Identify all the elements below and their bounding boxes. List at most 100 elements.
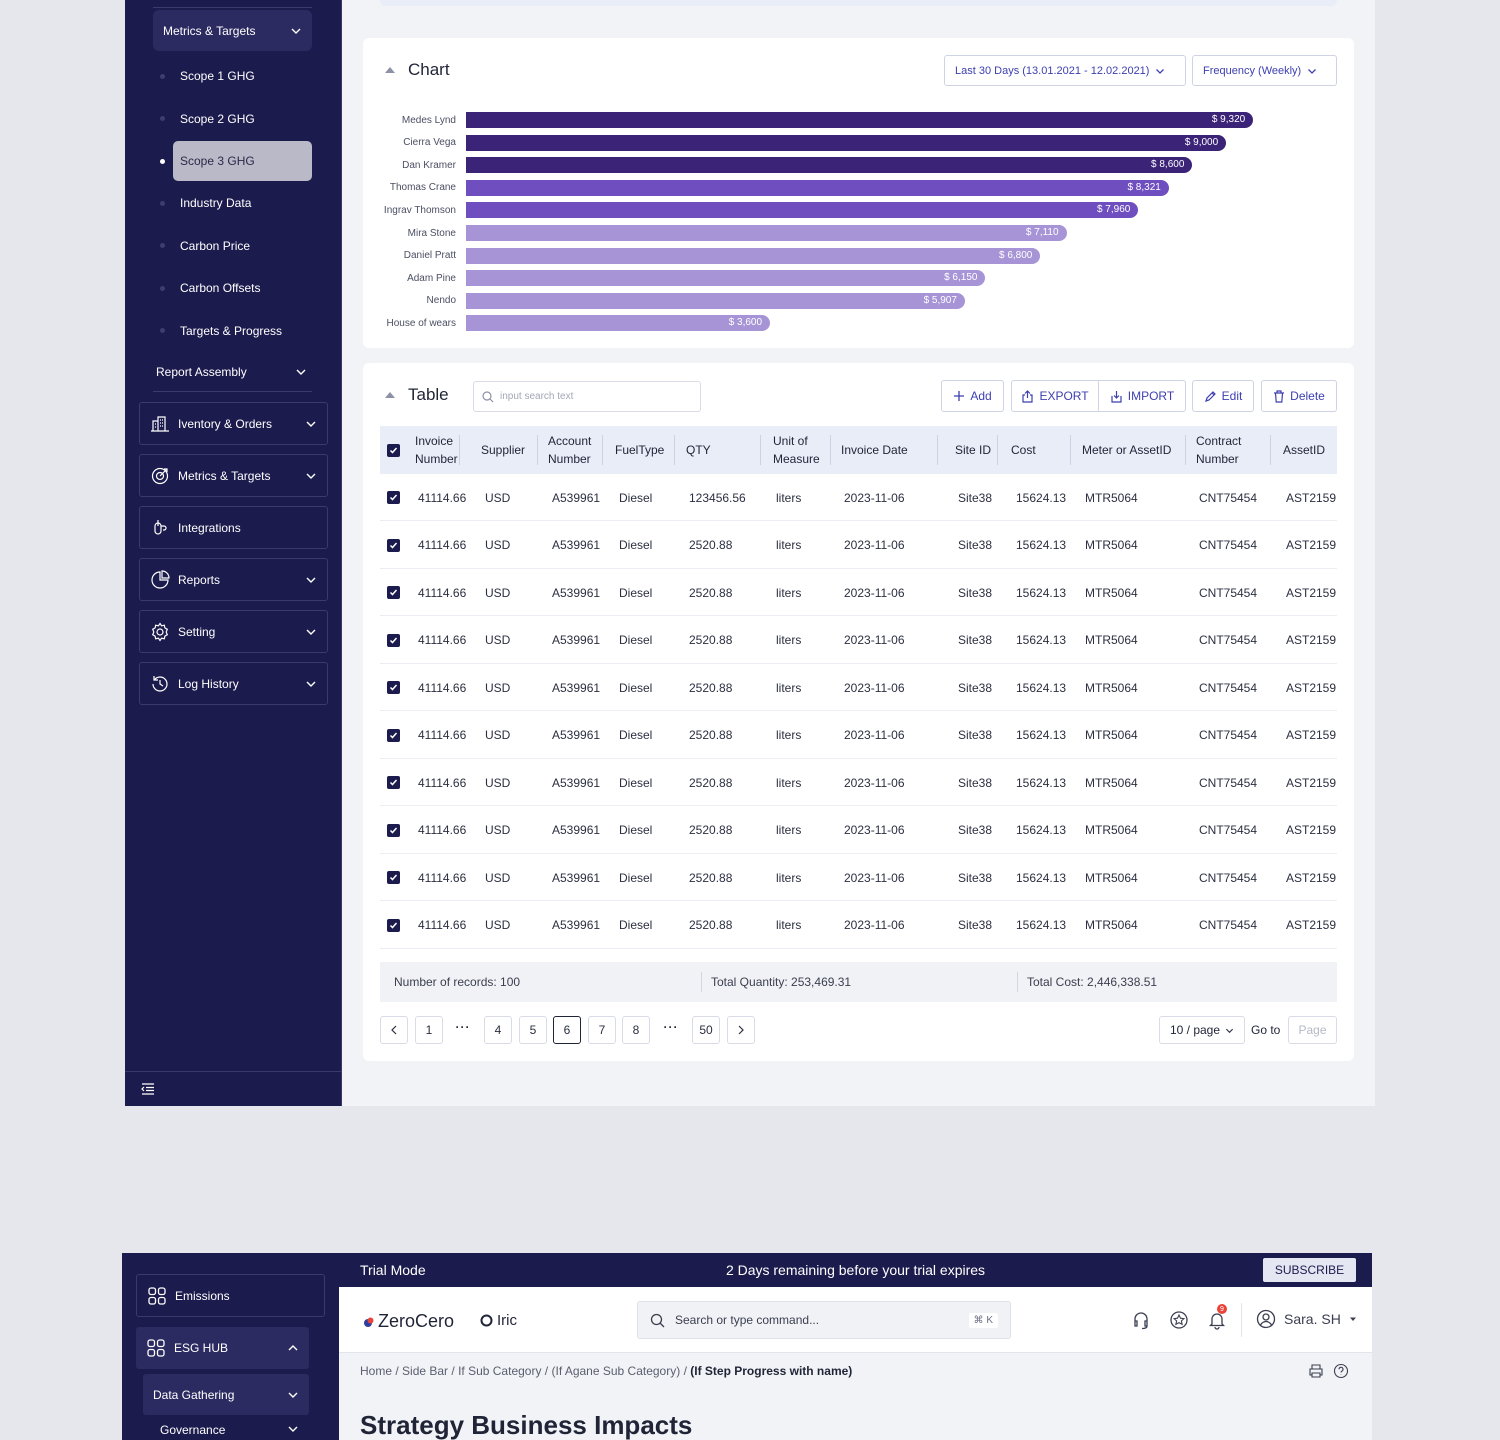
column-header[interactable]: Unit of Measure xyxy=(773,426,820,474)
bar[interactable]: $ 3,600 xyxy=(466,315,771,332)
column-header[interactable]: QTY xyxy=(686,426,711,474)
row-checkbox[interactable] xyxy=(387,664,400,711)
bar[interactable]: $ 9,000 xyxy=(466,134,1227,151)
column-header[interactable]: Supplier xyxy=(481,426,525,474)
page-button[interactable]: 50 xyxy=(692,1016,720,1044)
edit-button[interactable]: Edit xyxy=(1192,380,1254,412)
column-header[interactable]: Account Number xyxy=(548,426,591,474)
table-row[interactable]: 41114.66 USD A539961 Diesel 2520.88 liters 202… xyxy=(380,522,1337,569)
page-button[interactable]: 8 xyxy=(622,1016,650,1044)
breadcrumb-link[interactable]: If Sub Category xyxy=(458,1364,542,1378)
bar[interactable]: $ 5,907 xyxy=(466,292,965,309)
row-checkbox[interactable] xyxy=(387,712,400,759)
sidebar-item-emissions[interactable]: Emissions xyxy=(136,1274,325,1317)
next-page-button[interactable] xyxy=(727,1016,755,1044)
page-button[interactable]: 5 xyxy=(519,1016,547,1044)
metrics-targets-submenu-header[interactable]: Metrics & Targets xyxy=(153,10,312,51)
column-header[interactable]: Site ID xyxy=(955,426,991,474)
table-row[interactable]: 41114.66 USD A539961 Diesel 2520.88 liters 202… xyxy=(380,759,1337,806)
help-icon[interactable] xyxy=(1333,1363,1349,1379)
row-checkbox[interactable] xyxy=(387,569,400,616)
row-checkbox[interactable] xyxy=(387,854,400,901)
column-header[interactable]: FuelType xyxy=(615,426,664,474)
table-row[interactable]: 41114.66 USD A539961 Diesel 2520.88 liters 202… xyxy=(380,569,1337,616)
row-checkbox[interactable] xyxy=(387,759,400,806)
sidebar-subitem-industry-data[interactable]: Industry Data xyxy=(160,183,312,223)
bar[interactable]: $ 8,600 xyxy=(466,157,1193,174)
column-header[interactable]: Meter or AssetID xyxy=(1082,426,1171,474)
table-row[interactable]: 41114.66 USD A539961 Diesel 2520.88 liters 202… xyxy=(380,617,1337,664)
sidebar-item-metrics-targets[interactable]: Metrics & Targets xyxy=(139,454,328,497)
user-menu[interactable]: Sara. SH xyxy=(1256,1309,1357,1329)
goto-page-input[interactable]: Page xyxy=(1288,1016,1337,1044)
sidebar-item-log-history[interactable]: Log History xyxy=(139,662,328,705)
notifications-button[interactable]: 9 xyxy=(1207,1304,1227,1335)
table-row[interactable]: 41114.66 USD A539961 Diesel 2520.88 liters 202… xyxy=(380,664,1337,711)
page-button[interactable]: 6 xyxy=(553,1016,581,1044)
sidebar-subitem-scope-2-ghg[interactable]: Scope 2 GHG xyxy=(160,99,312,139)
page-button[interactable]: 1 xyxy=(415,1016,443,1044)
add-button[interactable]: Add xyxy=(941,380,1004,412)
export-label: EXPORT xyxy=(1039,389,1089,403)
sidebar-subitem-carbon-price[interactable]: Carbon Price xyxy=(160,226,312,266)
column-header[interactable]: Invoice Number xyxy=(415,426,458,474)
table-row[interactable]: 41114.66 USD A539961 Diesel 2520.88 liters 202… xyxy=(380,902,1337,949)
sidebar-item-integrations[interactable]: Integrations xyxy=(139,506,328,549)
print-icon[interactable] xyxy=(1308,1363,1324,1379)
star-badge-icon[interactable] xyxy=(1169,1310,1189,1330)
breadcrumb-link[interactable]: (If Agane Sub Category) xyxy=(551,1364,681,1378)
row-checkbox[interactable] xyxy=(387,474,400,521)
column-header[interactable]: Invoice Date xyxy=(841,426,908,474)
sidebar-item-data-gathering[interactable]: Data Gathering xyxy=(143,1374,309,1415)
sidebar-item-iventory-orders[interactable]: Iventory & Orders xyxy=(139,402,328,445)
sidebar-subitem-targets-progress[interactable]: Targets & Progress xyxy=(160,311,312,351)
sidebar-subitem-scope-3-ghg[interactable]: Scope 3 GHG xyxy=(160,141,312,181)
bar-category-label: Dan Kramer xyxy=(402,159,456,171)
sidebar-item-esg-hub[interactable]: ESG HUB xyxy=(136,1327,309,1369)
sidebar-item-reports[interactable]: Reports xyxy=(139,558,328,601)
row-checkbox[interactable] xyxy=(387,617,400,664)
bar[interactable]: $ 6,150 xyxy=(466,270,986,287)
sidebar-subitem-scope-1-ghg[interactable]: Scope 1 GHG xyxy=(160,56,312,96)
chart-header[interactable]: Chart xyxy=(385,60,450,80)
sidebar-item-governance[interactable]: Governance xyxy=(143,1423,309,1437)
table-search-input[interactable]: input search text xyxy=(473,381,701,412)
table-row[interactable]: 41114.66 USD A539961 Diesel 2520.88 liters 202… xyxy=(380,712,1337,759)
breadcrumb-link[interactable]: Side Bar xyxy=(402,1364,449,1378)
collapse-sidebar-button[interactable] xyxy=(125,1071,342,1106)
select-all-checkbox[interactable] xyxy=(387,426,400,474)
frequency-select[interactable]: Frequency (Weekly) xyxy=(1192,55,1337,86)
table-header[interactable]: Table xyxy=(385,385,449,405)
bar[interactable]: $ 6,800 xyxy=(466,247,1041,264)
subscribe-button[interactable]: SUBSCRIBE xyxy=(1263,1258,1356,1282)
page-button[interactable]: 7 xyxy=(588,1016,616,1044)
report-assembly-menu[interactable]: Report Assembly xyxy=(153,352,312,392)
bar[interactable]: $ 9,320 xyxy=(466,112,1254,128)
row-checkbox[interactable] xyxy=(387,807,400,854)
bar[interactable]: $ 7,110 xyxy=(466,225,1067,241)
brand-logo[interactable]: ZeroCero xyxy=(363,1311,454,1332)
bar[interactable]: $ 7,960 xyxy=(466,202,1139,219)
table-row[interactable]: 41114.66 USD A539961 Diesel 123456.56 liters 2… xyxy=(380,474,1337,521)
column-header[interactable]: AssetID xyxy=(1283,426,1325,474)
headset-icon[interactable] xyxy=(1131,1310,1151,1330)
row-checkbox[interactable] xyxy=(387,902,400,949)
sidebar-item-setting[interactable]: Setting xyxy=(139,610,328,653)
page-size-select[interactable]: 10 / page xyxy=(1159,1016,1245,1044)
export-button[interactable]: EXPORT xyxy=(1011,380,1099,412)
date-range-select[interactable]: Last 30 Days (13.01.2021 - 12.02.2021) xyxy=(944,55,1186,86)
bar[interactable]: $ 8,321 xyxy=(466,179,1169,196)
breadcrumb-link[interactable]: Home xyxy=(360,1364,393,1378)
table-row[interactable]: 41114.66 USD A539961 Diesel 2520.88 liters 202… xyxy=(380,854,1337,901)
sidebar-subitem-carbon-offsets[interactable]: Carbon Offsets xyxy=(160,268,312,308)
row-checkbox[interactable] xyxy=(387,522,400,569)
table-row[interactable]: 41114.66 USD A539961 Diesel 2520.88 liters 202… xyxy=(380,807,1337,854)
search-icon xyxy=(650,1313,665,1327)
page-button[interactable]: 4 xyxy=(484,1016,512,1044)
column-header[interactable]: Cost xyxy=(1011,426,1036,474)
import-button[interactable]: IMPORT xyxy=(1098,380,1186,412)
column-header[interactable]: Contract Number xyxy=(1196,426,1241,474)
prev-page-button[interactable] xyxy=(380,1016,408,1044)
command-search-input[interactable]: Search or type command... ⌘ K xyxy=(637,1301,1011,1339)
delete-button[interactable]: Delete xyxy=(1261,380,1337,412)
